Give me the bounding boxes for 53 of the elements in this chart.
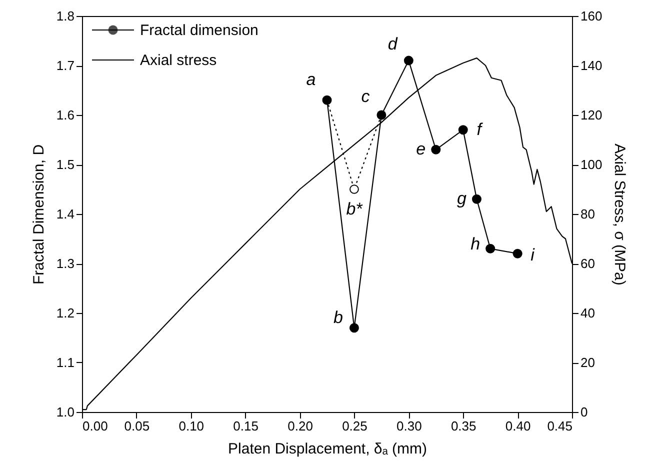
x-tick-label: 0.40 [505,418,531,434]
point [350,184,359,194]
x-tick-label: 0.30 [396,418,422,434]
y-axis-title: Fractal Dimension, D [30,144,48,285]
point [376,110,386,120]
y-tick-label: 1.1 [56,355,74,370]
annotation: a [306,70,316,90]
annotation: g [456,189,467,208]
y2-tick-label: 120 [580,108,602,122]
y2-tick-label: 0 [580,404,588,420]
x-tick-label: 0.10 [178,418,204,434]
y2-tick-label: 20 [580,355,595,370]
y2-tick-label: 160 [580,8,602,24]
y2-axis-title: Axial Stress, σ (MPa) [611,144,628,286]
point [431,144,441,154]
x-tick-label: 0.25 [342,418,368,434]
y-tick-label: 1.2 [56,306,74,320]
annotation: c [361,87,370,106]
x-tick-label: 0.35 [450,418,476,434]
annotation: b* [346,199,364,218]
annotation: h [470,234,480,254]
y2-tick-label: 60 [580,256,595,271]
legend-label: Axial stress [140,52,217,69]
y-tick-label: 1.7 [56,58,74,73]
y-tick-label: 1.6 [56,108,74,122]
annotation: f [476,120,484,139]
y2-tick-label: 100 [580,157,602,172]
x-axis-title: Platen Displacement, δₐ (mm) [228,440,427,458]
y-tick-label: 1.8 [56,8,74,24]
y2-tick-label: 40 [580,306,595,320]
point [322,95,332,105]
point [458,125,468,135]
x-tick-label: 0.45 [547,418,572,434]
annotation: d [388,34,398,54]
point [349,323,359,333]
y-tick-label: 1.3 [56,256,74,271]
y2-tick-label: 80 [580,206,595,222]
y2-tick-label: 140 [580,58,602,73]
point [472,194,482,204]
annotation: b [333,308,343,327]
legend-label: Fractal dimension [140,22,258,39]
annotation: e [416,140,426,159]
x-tick-label: 0.00 [82,418,108,434]
point [486,244,496,254]
x-tick-label: 0.20 [288,418,313,434]
annotation: i [530,246,536,265]
y-tick-label: 1.0 [56,404,74,420]
y-tick-label: 1.5 [56,157,74,172]
x-tick-label: 0.05 [124,418,150,434]
point [512,248,522,258]
point [404,56,414,66]
y-tick-label: 1.4 [56,206,74,222]
x-tick-label: 0.15 [233,418,258,434]
